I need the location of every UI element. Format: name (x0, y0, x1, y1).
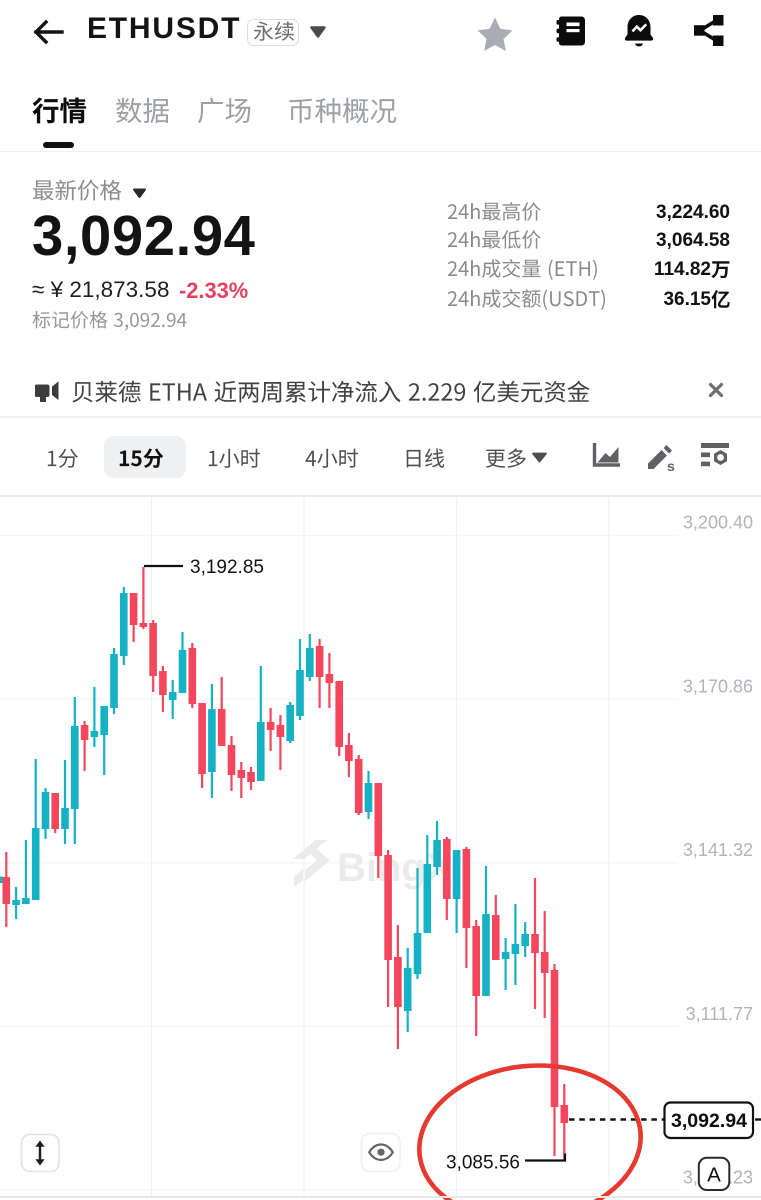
svg-text:3,200.40: 3,200.40 (683, 513, 753, 533)
svg-text:A: A (707, 1164, 721, 1187)
svg-text:s: s (667, 458, 675, 473)
svg-text:3,170.86: 3,170.86 (683, 676, 753, 696)
svg-text:3,141.32: 3,141.32 (683, 840, 753, 860)
svg-text:3,085.56: 3,085.56 (446, 1153, 520, 1174)
svg-text:3,111.77: 3,111.77 (686, 1004, 753, 1024)
svg-text:3,092.94: 3,092.94 (671, 1110, 747, 1132)
svg-text:3,192.85: 3,192.85 (190, 557, 264, 578)
